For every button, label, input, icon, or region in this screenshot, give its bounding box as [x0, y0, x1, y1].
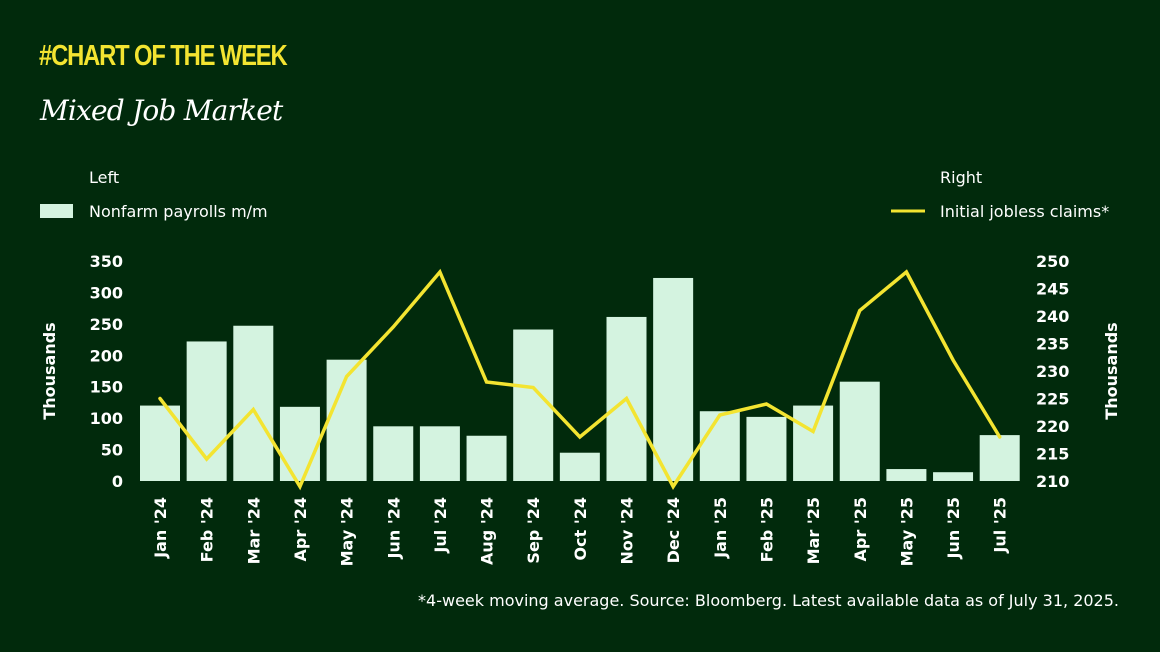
right-tick-label: 230	[1036, 362, 1069, 381]
right-axis-heading: Right	[940, 168, 982, 187]
right-tick-label: 210	[1036, 472, 1069, 491]
right-tick-label: 235	[1036, 335, 1069, 354]
x-tick-label: Jul '25	[991, 497, 1010, 554]
payroll-bar	[699, 411, 740, 481]
left-tick-label: 50	[101, 441, 123, 460]
x-tick-label: Feb '24	[198, 497, 217, 562]
payroll-bar	[653, 277, 694, 481]
payroll-bar	[466, 435, 507, 481]
legend-swatch-bars	[40, 204, 73, 218]
x-tick-label: Nov '24	[618, 497, 637, 565]
payroll-bar	[886, 469, 927, 481]
jobless-claims-line	[158, 268, 1002, 491]
x-tick-label: Jan '25	[711, 497, 730, 559]
x-tick-label: Feb '25	[757, 497, 776, 562]
payroll-bar	[419, 426, 460, 481]
footnote: *4-week moving average. Source: Bloomber…	[418, 591, 1119, 610]
chart-tag: #CHART OF THE WEEK	[39, 40, 288, 72]
left-tick-label: 350	[90, 252, 123, 271]
chart-title: Mixed Job Market	[40, 94, 283, 127]
right-axis-label: Thousands	[1102, 322, 1121, 419]
x-tick-label: Jun '24	[384, 497, 403, 559]
left-axis-heading: Left	[89, 168, 119, 187]
left-tick-label: 200	[90, 346, 123, 365]
x-tick-label: Jul '24	[431, 497, 450, 554]
x-tick-label: Apr '25	[851, 497, 870, 561]
x-tick-label: Mar '24	[244, 497, 263, 564]
x-tick-label: May '24	[338, 497, 357, 566]
right-tick-label: 215	[1036, 445, 1069, 464]
right-tick-label: 245	[1036, 280, 1069, 299]
x-tick-label: Jan '24	[151, 497, 170, 559]
x-tick-label: Dec '24	[664, 497, 683, 563]
payroll-bar	[746, 416, 787, 481]
payroll-bar	[793, 405, 834, 481]
left-tick-label: 150	[90, 378, 123, 397]
x-tick-label: Apr '24	[291, 497, 310, 561]
payroll-bar	[559, 452, 600, 481]
x-tick-label: May '25	[897, 497, 916, 566]
payroll-bar	[233, 325, 274, 481]
x-tick-label: Aug '24	[478, 497, 497, 565]
payroll-bar	[373, 426, 414, 481]
payroll-bar	[979, 435, 1020, 481]
x-tick-label: Oct '24	[571, 497, 590, 560]
right-tick-label: 240	[1036, 307, 1069, 326]
payroll-bar	[513, 329, 554, 481]
payroll-bar	[279, 406, 320, 481]
payroll-bar	[933, 472, 974, 481]
x-tick-label: Sep '24	[524, 497, 543, 564]
left-tick-label: 300	[90, 283, 123, 302]
left-tick-label: 100	[90, 409, 123, 428]
left-tick-label: 0	[112, 472, 123, 491]
left-axis-label: Thousands	[40, 322, 59, 419]
right-tick-label: 225	[1036, 390, 1069, 409]
legend-label-line: Initial jobless claims*	[940, 202, 1109, 221]
x-tick-label: Jun '25	[944, 497, 963, 559]
x-tick-label: Mar '25	[804, 497, 823, 564]
payroll-bar	[839, 381, 880, 481]
legend-label-bars: Nonfarm payrolls m/m	[89, 202, 268, 221]
left-tick-label: 250	[90, 315, 123, 334]
right-tick-label: 250	[1036, 252, 1069, 271]
right-tick-label: 220	[1036, 417, 1069, 436]
